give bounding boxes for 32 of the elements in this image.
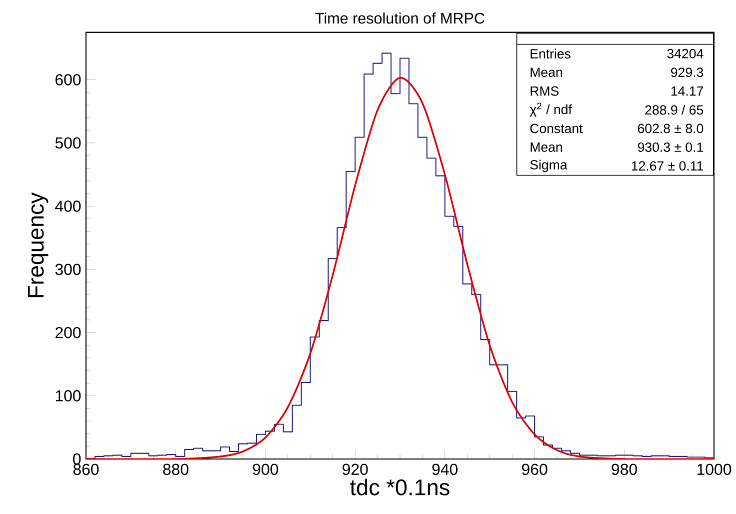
y-tick-label: 300 [55, 264, 81, 275]
annotation: χ$^{2}$ / ndf [530, 102, 572, 117]
y-tick-label: 600 [56, 74, 81, 86]
chart-title: Time resolution of MRPC [315, 12, 484, 24]
x-tick-label: 920 [342, 464, 368, 475]
y-tick-label: 500 [55, 137, 81, 149]
x-tick-label: 940 [432, 464, 458, 475]
x-tick-label: 1000 [697, 464, 732, 475]
annotation: RMS [530, 86, 559, 96]
x-tick-label: 960 [522, 464, 548, 475]
annotation: Constant [530, 124, 583, 134]
annotation: Sigma [530, 160, 568, 172]
annotation: 14.17 [671, 86, 704, 96]
annotation: 12.67 ± 0.11 [632, 161, 704, 171]
annotation: Mean [530, 142, 562, 152]
x-tick-label: 900 [252, 464, 278, 475]
y-tick-label: 400 [55, 200, 81, 212]
annotation: 929.3 [671, 68, 704, 78]
annotation: 930.3 ± 0.1 [638, 142, 704, 152]
x-tick-label: 860 [73, 464, 99, 475]
x-tick-label: 980 [612, 464, 637, 475]
y-tick-label: 100 [56, 390, 81, 402]
annotation: 34204 [667, 48, 704, 58]
annotation: Entries [530, 48, 570, 59]
y-axis-title: Frequency [28, 192, 48, 298]
annotation: 288.9 / 65 [645, 104, 704, 115]
annotation: 602.8 ± 8.0 [638, 124, 704, 134]
y-tick-label: 0 [73, 453, 81, 465]
annotation: Mean [530, 68, 562, 77]
x-axis-title: tdc *0.1ns [350, 478, 450, 496]
y-tick-label: 200 [56, 326, 81, 338]
x-tick-label: 880 [163, 464, 188, 475]
